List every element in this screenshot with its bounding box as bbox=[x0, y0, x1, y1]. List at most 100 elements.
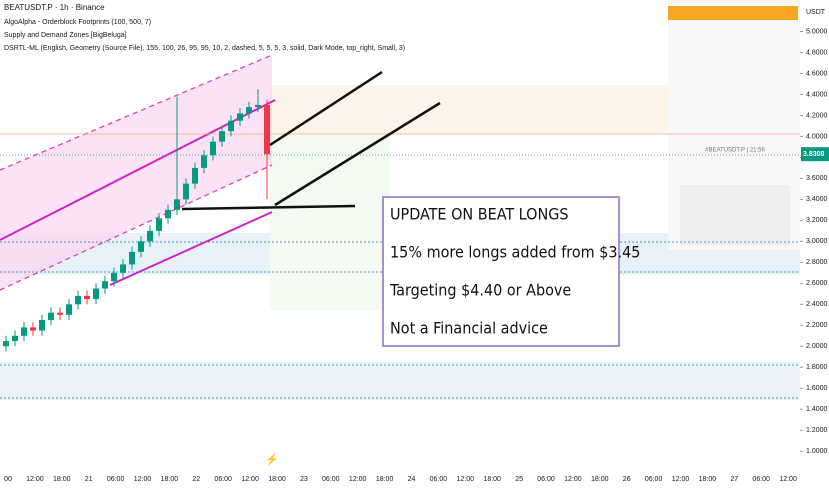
currency: USDT bbox=[806, 9, 826, 16]
candle-body bbox=[138, 241, 144, 252]
x-tick-label: 24 bbox=[408, 476, 416, 483]
candle-body bbox=[174, 199, 180, 210]
y-tick-label: 2.8000 bbox=[806, 259, 828, 266]
x-tick-label: 18:00 bbox=[53, 476, 71, 483]
candle-body bbox=[264, 104, 270, 155]
annotation: UPDATE ON BEAT LONGS 15% more longs added… bbox=[389, 205, 640, 338]
y-tick-label: 3.0000 bbox=[806, 238, 828, 245]
y-tick-label: 5.0000 bbox=[806, 28, 828, 35]
x-tick-label: 12:00 bbox=[564, 476, 582, 483]
candle-body bbox=[75, 295, 81, 305]
candle-body bbox=[111, 272, 117, 282]
y-tick-label: 1.8000 bbox=[806, 364, 828, 371]
x-tick-label: 12:00 bbox=[672, 476, 690, 483]
x-tick-label: 06:00 bbox=[214, 476, 232, 483]
last-price-box bbox=[801, 147, 829, 162]
candle-body bbox=[165, 209, 171, 219]
x-tick-label: 06:00 bbox=[322, 476, 340, 483]
candle-body bbox=[120, 264, 126, 273]
annotation-line: Not a Financial advice bbox=[390, 319, 548, 338]
x-tick-label: 18:00 bbox=[161, 476, 179, 483]
x-tick-label: 18:00 bbox=[483, 476, 501, 483]
x-tick-label: 00 bbox=[4, 476, 12, 483]
legend-header: BEATUSDT.P · 1h · Binance AlgoAlpha - Ord… bbox=[4, 3, 405, 52]
x-tick-label: 12:00 bbox=[349, 476, 367, 483]
y-tick-label: 4.8000 bbox=[806, 49, 828, 56]
x-tick-label: 12:00 bbox=[134, 476, 152, 483]
candle-body bbox=[228, 120, 234, 132]
annotation-line: Targeting $4.40 or Above bbox=[389, 281, 571, 300]
event-icon: ⚡ bbox=[265, 453, 279, 466]
time-axis bbox=[0, 468, 829, 489]
candle-body bbox=[12, 335, 18, 342]
x-tick-label: 27 bbox=[730, 476, 738, 483]
y-tick-label: 3.2000 bbox=[806, 217, 828, 224]
last-price: 3.8308 bbox=[803, 151, 825, 158]
candles bbox=[3, 89, 270, 352]
x-tick-label: 06:00 bbox=[537, 476, 555, 483]
candle-body bbox=[210, 141, 216, 156]
y-tick-label: 2.0000 bbox=[806, 343, 828, 350]
candle-body bbox=[102, 281, 108, 289]
candle-body bbox=[66, 304, 72, 315]
candle-body bbox=[30, 327, 36, 331]
candle-body bbox=[156, 218, 162, 231]
x-tick-label: 12:00 bbox=[26, 476, 44, 483]
candle-body bbox=[183, 183, 189, 200]
zones bbox=[0, 6, 800, 400]
candle-body bbox=[93, 288, 99, 300]
y-tick-label: 4.0000 bbox=[806, 133, 828, 140]
candle-body bbox=[57, 312, 63, 315]
x-tick-label: 06:00 bbox=[107, 476, 125, 483]
x-tick-label: 18:00 bbox=[268, 476, 286, 483]
candle-body bbox=[237, 113, 243, 121]
watermark: #BEATUSDT.P | 21:56 bbox=[705, 148, 765, 154]
x-tick-label: 12:00 bbox=[779, 476, 797, 483]
annotation-box bbox=[382, 196, 620, 347]
x-tick-label: 18:00 bbox=[699, 476, 717, 483]
y-tick-label: 4.2000 bbox=[806, 112, 828, 119]
symbol: BEATUSDT.P · 1h · Binance bbox=[4, 3, 105, 12]
candle-body bbox=[3, 341, 9, 347]
candle-body bbox=[255, 104, 261, 108]
price-axis bbox=[800, 0, 829, 489]
x-tick-label: 23 bbox=[300, 476, 308, 483]
candle-body bbox=[39, 320, 45, 331]
annotation-line: UPDATE ON BEAT LONGS bbox=[390, 205, 569, 224]
y-tick-label: 2.4000 bbox=[806, 301, 828, 308]
x-tick-label: 12:00 bbox=[241, 476, 259, 483]
candle-body bbox=[246, 107, 252, 114]
x-tick-label: 06:00 bbox=[752, 476, 770, 483]
x-tick-label: 12:00 bbox=[457, 476, 475, 483]
indicator: DSRTL-ML (English, Geometry (Source File… bbox=[4, 45, 405, 52]
y-tick-label: 4.4000 bbox=[806, 91, 828, 98]
candle-body bbox=[147, 230, 153, 242]
y-tick-label: 1.2000 bbox=[806, 427, 828, 434]
y-tick-label: 1.6000 bbox=[806, 385, 828, 392]
candle-body bbox=[192, 167, 198, 184]
candle-body bbox=[48, 312, 54, 321]
x-tick-label: 06:00 bbox=[645, 476, 663, 483]
candle-body bbox=[84, 295, 90, 300]
y-tick-label: 4.6000 bbox=[806, 70, 828, 77]
y-tick-label: 3.6000 bbox=[806, 175, 828, 182]
y-tick-label: 2.6000 bbox=[806, 280, 828, 287]
x-tick-label: 18:00 bbox=[591, 476, 609, 483]
y-tick-label: 2.2000 bbox=[806, 322, 828, 329]
candle-body bbox=[129, 251, 135, 265]
x-tick-label: 21 bbox=[85, 476, 93, 483]
y-tick-label: 1.0000 bbox=[806, 448, 828, 455]
candle-body bbox=[201, 155, 207, 168]
annotation-line: 15% more longs added from $3.45 bbox=[390, 243, 640, 262]
indicator: Supply and Demand Zones [BigBeluga] bbox=[4, 32, 127, 39]
x-tick-label: 06:00 bbox=[430, 476, 448, 483]
x-tick-label: 26 bbox=[623, 476, 631, 483]
candle-body bbox=[21, 327, 27, 336]
x-tick-label: 22 bbox=[192, 476, 200, 483]
indicator: AlgoAlpha - Orderblock Footprints (100, … bbox=[4, 19, 151, 26]
candle-body bbox=[219, 131, 225, 142]
x-tick-label: 25 bbox=[515, 476, 523, 483]
y-tick-label: 3.4000 bbox=[806, 196, 828, 203]
trend-lines bbox=[181, 70, 441, 211]
